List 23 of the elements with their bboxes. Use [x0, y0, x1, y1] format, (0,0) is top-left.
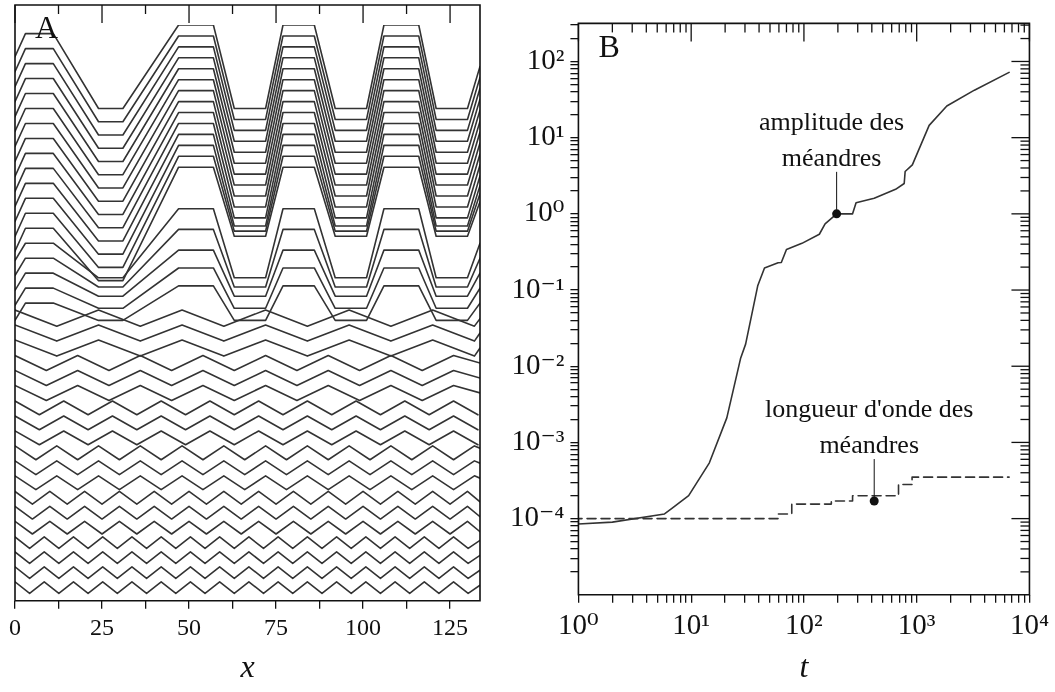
x-tick-label: 125 [432, 614, 469, 641]
x-tick-label: 50 [177, 614, 202, 641]
y-tick-label: 10² [526, 43, 565, 76]
x-tick-label: 10³ [897, 607, 936, 640]
x-tick-label: 10² [785, 607, 824, 640]
x-tick-label: 10¹ [672, 607, 711, 640]
x-axis-title: t [799, 648, 810, 685]
x-axis-title: x [239, 648, 255, 685]
x-tick-label: 10⁰ [558, 607, 599, 640]
x-tick-label: 10⁴ [1009, 607, 1050, 640]
y-tick-label: 10⁻² [511, 347, 565, 380]
y-tick-label: 10¹ [526, 119, 565, 152]
x-tick-label: 100 [345, 614, 382, 641]
y-tick-label: 10⁻³ [511, 424, 565, 457]
y-tick-label: 10⁻¹ [511, 271, 565, 304]
y-tick-label: 10⁻⁴ [510, 500, 565, 533]
annotation: amplitude des méandres [759, 106, 905, 172]
annotation: longueur d'onde des méandres [765, 394, 974, 460]
chart-title: B [598, 27, 620, 64]
x-tick-label: 0 [9, 614, 21, 641]
x-tick-label: 25 [90, 614, 115, 641]
y-tick-label: 10⁰ [523, 195, 565, 228]
x-tick-label: 75 [264, 614, 289, 641]
